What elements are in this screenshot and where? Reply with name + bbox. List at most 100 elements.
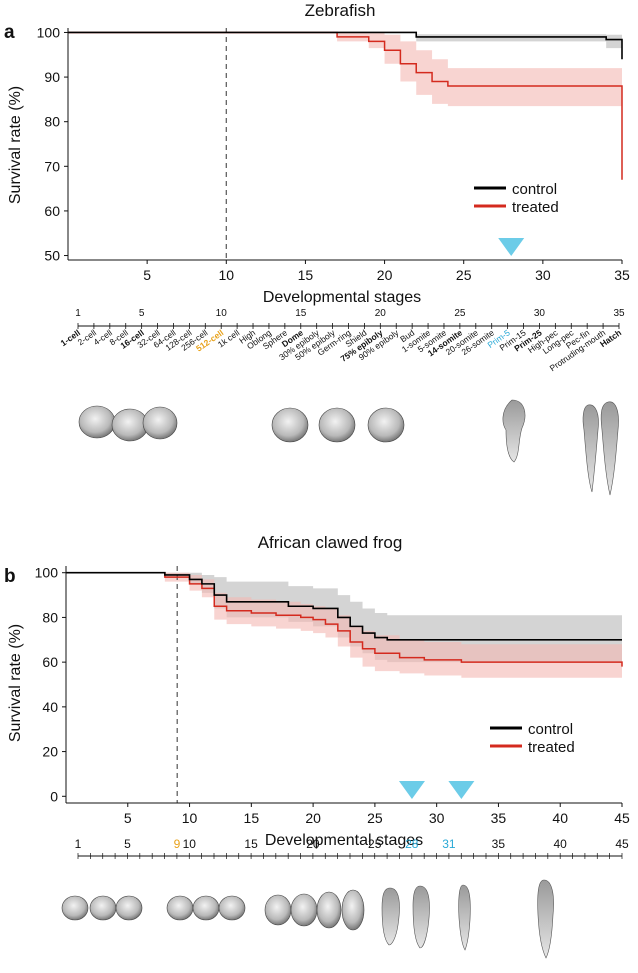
frog-embryo-11 [218,895,246,921]
y-tick-label-70-a: 70 [44,158,60,174]
embryo-512cell [142,406,178,440]
stage-number-1-b: 1 [75,837,82,851]
panel-a-title: Zebrafish [305,1,376,20]
stage-axis-b: 1 5 9 10 15 20 25 28 31 35 40 45 [75,837,629,859]
stage-marker-32-b [448,781,475,799]
series-line-control-a [68,31,623,60]
stage-marker-28-a [498,238,525,256]
stage-number-9-b: 9 [174,837,181,851]
embryo-dome [271,407,309,443]
stage-axis-a: 1 5 10 15 20 25 30 351-cell2-cell4-cell8-cell16… [59,308,625,373]
x-tick-label-5-b: 5 [124,810,132,826]
x-tick-label-45-b: 45 [614,810,630,826]
y-ticks-a: 50 60 70 80 90 100 [37,24,68,264]
stage-number-40-b: 40 [554,837,568,851]
stage-number-20-a: 20 [375,308,387,319]
x-tick-label-25-a: 25 [456,267,472,283]
frog-tailbud-28 [381,887,400,946]
stage-number-31-b: 31 [442,837,456,851]
y-tick-label-50-a: 50 [44,248,60,264]
frog-tadpole-35 [458,884,471,951]
y-axis-title-b: Survival rate (%) [7,624,24,742]
x-tick-label-40-b: 40 [552,810,568,826]
y-tick-label-40-b: 40 [42,699,58,715]
stage-number-5-a: 5 [139,308,145,319]
frog-embryo-21 [316,891,342,929]
x-axis-title-a: Developmental stages [263,289,421,306]
embryo-prim-25 [582,404,599,493]
embryo-1cell [78,405,116,439]
stage-number-10-b: 10 [183,837,197,851]
y-tick-label-60-a: 60 [44,203,60,219]
series-line-control-b [66,571,622,641]
x-tick-label-25-b: 25 [367,810,383,826]
stage-number-10-a: 10 [216,308,228,319]
legend-label-treated-a: treated [512,199,559,216]
stage-number-28-b: 28 [405,837,419,851]
stage-number-35-b: 35 [492,837,506,851]
x-tick-label-10-a: 10 [218,267,234,283]
x-tick-label-35-a: 35 [614,267,630,283]
frog-embryo-19 [290,893,318,927]
stage-number-25-a: 25 [454,308,466,319]
legend-label-treated-b: treated [528,739,575,756]
stage-number-25-b: 25 [368,837,382,851]
stage-number-5-b: 5 [124,837,131,851]
plot-a [67,28,623,261]
panel-a-label: a [4,22,15,43]
series-line-treated-b [66,571,623,667]
y-tick-label-80-b: 80 [42,609,58,625]
embryo-prim-5 [502,399,526,463]
frog-tailbud-31 [412,885,430,949]
y-tick-label-20-b: 20 [42,744,58,760]
stage-number-20-b: 20 [306,837,320,851]
panel-b-title: African clawed frog [258,533,403,552]
x-tick-label-30-b: 30 [429,810,445,826]
embryo-illustrations-b [61,879,554,959]
y-tick-label-60-b: 60 [42,654,58,670]
frog-tadpole-45 [537,879,554,959]
y-ticks-b: 0 20 40 60 80 100 [35,565,66,804]
stage-number-30-a: 30 [534,308,546,319]
y-tick-label-0-b: 0 [50,788,58,804]
frog-embryo-2 [89,895,117,921]
panel-b: b African clawed frog 5 10 15 20 25 30 35 40 45 … [4,533,630,959]
y-tick-label-80-a: 80 [44,114,60,130]
x-tick-label-20-a: 20 [377,267,393,283]
stage-marker-28-b [398,781,425,799]
band-treated-a [68,32,622,107]
legend-label-control-a: control [512,181,557,198]
stage-number-15-b: 15 [244,837,258,851]
y-tick-label-90-a: 90 [44,69,60,85]
y-tick-label-100-a: 100 [37,24,61,40]
x-ticks-a: 5 10 15 20 25 30 35 [143,260,630,283]
frog-embryo-24 [341,889,365,931]
series-line-treated-a [68,31,623,180]
stage-number-15-a: 15 [295,308,307,319]
stage-number-35-a: 35 [613,308,625,319]
y-axis-title-a: Survival rate (%) [7,86,24,204]
x-tick-label-15-b: 15 [244,810,260,826]
y-tick-label-100-b: 100 [35,565,59,581]
frog-embryo-17 [264,894,292,926]
panel-b-label: b [4,566,16,587]
legend-label-control-b: control [528,721,573,738]
x-tick-label-10-b: 10 [182,810,198,826]
stage-number-1-a: 1 [75,308,81,319]
legend-a: control treated [474,181,559,216]
x-tick-label-15-a: 15 [298,267,314,283]
x-tick-label-35-b: 35 [491,810,507,826]
frog-embryo-10 [192,895,220,921]
band-treated-b [66,572,622,678]
legend-b: control treated [490,721,575,756]
frog-embryo-3 [115,895,143,921]
x-tick-label-5-a: 5 [143,267,151,283]
x-tick-label-20-b: 20 [305,810,321,826]
x-axis-title-b: Developmental stages [265,832,423,849]
embryo-hatch [600,401,619,496]
embryo-14-somite [367,407,405,443]
frog-embryo-1 [61,895,89,921]
x-tick-label-30-a: 30 [535,267,551,283]
panel-a: a Zebrafish 5 10 15 20 25 30 35 5060708090100 … [4,1,630,496]
